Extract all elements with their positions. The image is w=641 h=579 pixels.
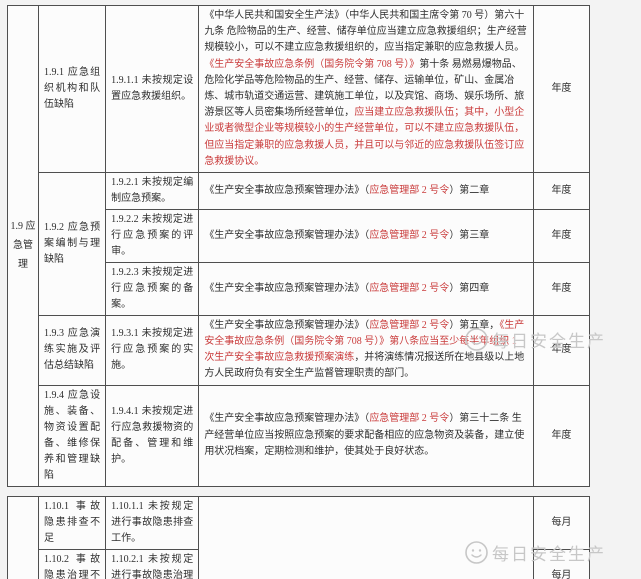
category-cell: 1.10.1 事故隐患排查不足 xyxy=(38,495,107,550)
table-row: 1.10 隐患排查治理工作 1.10.1 事故隐患排查不足 1.10.1.1 未… xyxy=(6,495,591,579)
legal-basis-cell: 《生产安全事故应急预案管理办法》（应急管理部 2 号令）第三十二条 生产经营单位… xyxy=(198,384,534,487)
legal-basis-cell: 《中华人民共和国安全生产法》（中华人民共和国主席令第 70 号）第六十九条 危险… xyxy=(198,5,534,173)
violation-item-cell: 1.9.2.3 未按规定进行应急预案的备案。 xyxy=(105,261,200,316)
basis-text-highlighted: 应急管理部 2 号令 xyxy=(369,413,450,425)
table-row: 1.9.3 应急演练实施及评估总结缺陷 1.9.3.1 未按规定进行应急预案的实… xyxy=(8,314,591,386)
group-cell-emergency-management: 1.9 应急管理 xyxy=(6,5,40,487)
hidden-danger-inspection-table: 1.10 隐患排查治理工作 1.10.1 事故隐患排查不足 1.10.1.1 未… xyxy=(6,495,591,579)
emergency-management-table: 1.9 应急管理 1.9.1 应急组织机构和队伍缺陷 1.9.1.1 未按规定设… xyxy=(6,5,591,487)
category-cell: 1.9.4 应急设施、装备、物资设置配备、维修保养和管理缺陷 xyxy=(38,384,107,487)
basis-text: 《生产安全事故应急预案管理办法》（ xyxy=(204,282,370,294)
violation-item-cell: 1.9.2.1 未按规定编制应急预案。 xyxy=(105,171,200,210)
basis-text-highlighted: 《生产安全事故应急条例（国务院令第 708 号）》第八条应当至少每半年组织 1 … xyxy=(204,319,525,364)
frequency-cell: 年度 xyxy=(532,5,591,173)
category-cell: 1.9.1 应急组织机构和队伍缺陷 xyxy=(38,5,107,173)
basis-text: 《生产安全事故应急预案管理办法》（ xyxy=(204,229,370,241)
basis-text-highlighted: 应急管理部 2 号令 xyxy=(369,319,450,331)
basis-text: 《生产安全事故应急预案管理办法》（ xyxy=(204,413,370,425)
legal-basis-cell: 《生产安全事故应急预案管理办法》（应急管理部 2 号令）第四章 xyxy=(198,261,534,316)
basis-text-highlighted: 应急管理部 2 号令 xyxy=(369,229,450,241)
basis-text: 《生产安全事故应急预案管理办法》（ xyxy=(204,184,370,196)
table-row: 1.9.2.3 未按规定进行应急预案的备案。 《生产安全事故应急预案管理办法》（… xyxy=(8,261,591,316)
document-page: 1.9 应急管理 1.9.1 应急组织机构和队伍缺陷 1.9.1.1 未按规定设… xyxy=(0,5,641,579)
basis-text-highlighted: 应急管理部 2 号令 xyxy=(369,282,450,294)
frequency-cell: 年度 xyxy=(532,171,591,210)
legal-basis-cell: 《生产安全事故应急预案管理办法》（应急管理部 2 号令）第二章 xyxy=(198,171,534,210)
basis-text: ）第四章 xyxy=(449,282,490,294)
violation-item-cell: 1.9.3.1 未按规定进行应急预案的实施。 xyxy=(105,314,200,386)
legal-basis-cell: 《生产安全事故应急预案管理办法》（应急管理部 2 号令）第五章，《生产安全事故应… xyxy=(198,314,534,386)
violation-item-cell: 1.9.2.2 未按规定进行应急预案的评审。 xyxy=(105,208,200,263)
category-cell: 1.9.2 应急预案编制与理缺陷 xyxy=(38,171,107,316)
table-row: 1.9.2.2 未按规定进行应急预案的评审。 《生产安全事故应急预案管理办法》（… xyxy=(8,208,591,263)
basis-text-highlighted: 应当建立应急救援队伍；其中，小型企业或者微型企业等规模较小的生产经营单位，可以不… xyxy=(204,107,525,167)
basis-text: ）第三章 xyxy=(449,229,490,241)
table-row: 1.9.4 应急设施、装备、物资设置配备、维修保养和管理缺陷 1.9.4.1 未… xyxy=(8,384,591,487)
table-row: 1.10.2 事故隐患治理不足 1.10.2.1 未按规定进行事故隐患治理工作。… xyxy=(8,548,591,579)
frequency-cell: 年度 xyxy=(532,314,591,386)
frequency-cell: 每月 xyxy=(532,495,591,550)
violation-item-cell: 1.10.1.1 未按规定进行事故隐患排查工作。 xyxy=(105,495,200,550)
violation-item-cell: 1.10.2.1 未按规定进行事故隐患治理工作。 xyxy=(105,548,200,579)
basis-text: 第十条 易燃易爆物品、危险化学品等危险物品的生产、经营、储存、运输单位，矿山、金… xyxy=(204,58,525,119)
basis-text: ）第三十二条 生产经营单位应当按照应急预案的要求配备相应的应急物资及装备，建立使… xyxy=(204,413,525,457)
violation-item-cell: 1.9.1.1 未按规定设置应急救援组织。 xyxy=(105,5,200,173)
basis-text-highlighted: 应急管理部 2 号令 xyxy=(369,184,450,196)
frequency-cell: 年度 xyxy=(532,261,591,316)
basis-text: 《中华人民共和国安全生产法》（中华人民共和国主席令第 70 号）第六十九条 危险… xyxy=(204,10,527,54)
basis-text: 《生产安全事故应急预案管理办法》（ xyxy=(204,319,370,331)
frequency-cell: 年度 xyxy=(532,208,591,263)
basis-text: ，并将演练情况报送所在地县级以上地方人民政府负有安全生产监督管理职责的部门。 xyxy=(204,352,525,380)
basis-text: ）第二章 xyxy=(449,184,490,196)
group-cell-hidden-danger: 1.10 隐患排查治理工作 xyxy=(6,495,40,579)
frequency-cell: 每月 xyxy=(532,548,591,579)
category-cell: 1.9.3 应急演练实施及评估总结缺陷 xyxy=(38,314,107,386)
table-row: 1.9 应急管理 1.9.1 应急组织机构和队伍缺陷 1.9.1.1 未按规定设… xyxy=(6,5,591,487)
basis-text-highlighted: 《生产安全事故应急条例（国务院令第 708 号）》 xyxy=(204,58,420,70)
legal-basis-cell: 《生产安全事故应急预案管理办法》（应急管理部 2 号令）第三章 xyxy=(198,208,534,263)
table-row: 1.9.2 应急预案编制与理缺陷 1.9.2.1 未按规定编制应急预案。 《生产… xyxy=(8,171,591,316)
violation-item-cell: 1.9.4.1 未按规定进行应急救援物资的配备、管理和维护。 xyxy=(105,384,200,487)
basis-text: ）第五章， xyxy=(449,319,500,331)
legal-basis-cell: 《中华人民共和国安全生产法》（第三十八条、第五十一条、第五十二条；《安全生产事故… xyxy=(198,495,534,579)
frequency-cell: 年度 xyxy=(532,384,591,487)
category-cell: 1.10.2 事故隐患治理不足 xyxy=(38,548,107,579)
